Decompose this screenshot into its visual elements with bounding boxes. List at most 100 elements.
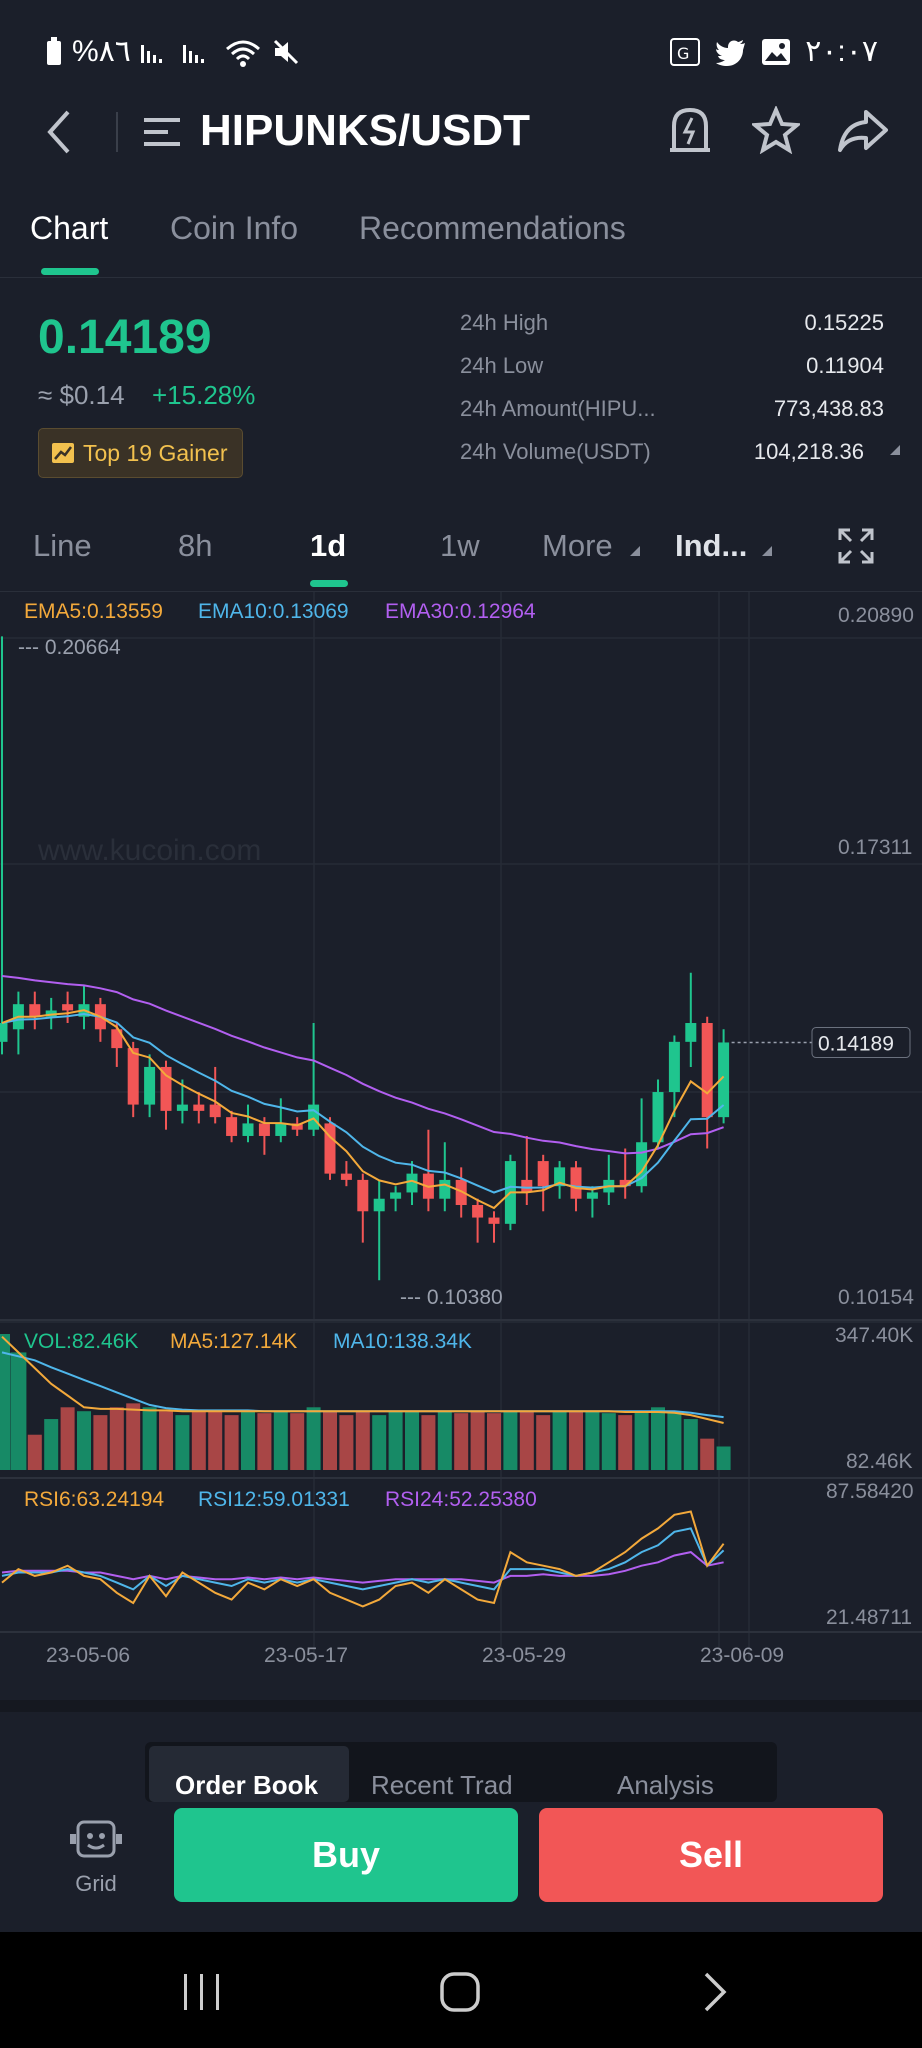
candle-body [488, 1217, 500, 1224]
timeframe-8h[interactable]: 8h [178, 528, 213, 563]
buy-button[interactable]: Buy [174, 1808, 518, 1902]
menu-icon[interactable] [142, 112, 182, 152]
volume-toggle-icon[interactable] [888, 443, 902, 457]
candle-body [127, 1048, 139, 1105]
timeframe-bar: Line 8h 1d 1w More Ind... [0, 512, 922, 592]
candle-body [406, 1173, 418, 1193]
price-alert-icon[interactable] [666, 104, 714, 156]
volume-bar [339, 1415, 354, 1470]
tab-recommendations[interactable]: Recommendations [359, 210, 626, 246]
current-price-tag [811, 1027, 911, 1059]
volume-bar [10, 1352, 27, 1470]
volume-bar [159, 1411, 173, 1470]
volume-bar [437, 1411, 452, 1470]
indicators-button[interactable]: Ind... [675, 528, 748, 563]
back-nav-icon[interactable] [700, 1972, 730, 2012]
volume-bar [126, 1403, 141, 1470]
volume-bar [536, 1415, 551, 1470]
ema10-line [1, 1012, 725, 1194]
candle-body [586, 1192, 598, 1199]
grid-button[interactable]: Grid [60, 1818, 132, 1898]
candle-body [685, 1023, 697, 1042]
volume-bar [487, 1413, 501, 1470]
stat-label-low: 24h Low [460, 353, 544, 378]
home-icon[interactable] [438, 1970, 482, 2014]
tab-active-indicator [41, 268, 99, 275]
volume-bar [257, 1413, 272, 1470]
candle-body [308, 1104, 320, 1130]
rsi6-label: RSI6:63.24194 [24, 1488, 164, 1511]
candle-body [0, 1023, 8, 1042]
volume-bar [224, 1415, 239, 1470]
tab-recent-trades[interactable]: Recent Trad [371, 1770, 513, 1800]
date-axis-label: 23-06-09 [700, 1644, 784, 1667]
mute-icon [273, 39, 298, 64]
candle-body [570, 1167, 582, 1199]
candle-body [357, 1179, 369, 1212]
battery-percent: %٨٦ [72, 35, 131, 68]
vol-axis-max: 347.40K [835, 1324, 913, 1347]
candle-body [718, 1042, 730, 1118]
tab-analysis[interactable]: Analysis [617, 1770, 714, 1800]
volume-bar [323, 1411, 337, 1470]
candle-body [242, 1123, 254, 1136]
gainer-badge[interactable]: Top 19 Gainer [38, 428, 243, 478]
candle-body [373, 1198, 385, 1212]
volume-bar [142, 1407, 157, 1470]
system-nav-bar [0, 1932, 922, 2048]
share-icon[interactable] [836, 106, 890, 154]
candle-body [619, 1179, 631, 1187]
tab-chart[interactable]: Chart [30, 210, 109, 246]
timeframe-1w[interactable]: 1w [440, 528, 480, 563]
app-header: HIPUNKS/USDT [0, 102, 922, 208]
tab-coin-info[interactable]: Coin Info [170, 210, 299, 246]
candle-body [144, 1066, 156, 1105]
vol-ma5-line [1, 1335, 724, 1424]
volume-bar [0, 1334, 10, 1470]
low-mark-label: --- 0.10380 [400, 1286, 503, 1309]
rsi12-line [1, 1527, 725, 1591]
candle-body [340, 1173, 352, 1180]
ema30-line [1, 975, 724, 1155]
timeframe-1d[interactable]: 1d [310, 528, 347, 563]
clock: ٢٠:٠٧ [805, 35, 878, 68]
svg-text:G: G [677, 44, 689, 63]
ema5-label: EMA5:0.13559 [24, 600, 163, 623]
more-caret-icon [630, 546, 640, 556]
recent-apps-icon[interactable] [180, 1972, 224, 2012]
timeframe-line[interactable]: Line [33, 528, 92, 563]
favorite-star-icon[interactable] [752, 106, 800, 154]
gainer-badge-label: Top 19 Gainer [83, 439, 228, 466]
volume-bar [109, 1407, 124, 1470]
volume-bar [601, 1413, 616, 1470]
main-tabs: Chart Coin Info Recommendations [0, 206, 922, 278]
fullscreen-icon[interactable] [836, 526, 876, 566]
vol-axis-current: 82.46K [846, 1450, 913, 1473]
candle-body [521, 1179, 533, 1193]
volume-bar [618, 1415, 633, 1470]
candle-body [275, 1123, 287, 1136]
sell-button[interactable]: Sell [539, 1808, 883, 1902]
rsi-axis-max: 87.58420 [826, 1480, 914, 1503]
status-left: %٨٦ [44, 34, 301, 69]
volume-bar [306, 1407, 321, 1470]
pair-title[interactable]: HIPUNKS/USDT [200, 106, 531, 155]
volume-bar [372, 1415, 387, 1470]
header-divider [116, 112, 118, 152]
timeframe-more[interactable]: More [542, 528, 613, 563]
back-icon[interactable] [44, 108, 74, 156]
candle-body [193, 1104, 205, 1111]
rsi-axis-min: 21.48711 [826, 1606, 912, 1629]
price-change: +15.28% [152, 380, 256, 410]
candle-body [652, 1092, 664, 1143]
kline-chart[interactable]: www.kucoin.com 0.14189 EMA5:0.13559 EMA10:… [0, 592, 922, 1700]
rsi6-line [1, 1510, 725, 1608]
tab-order-book[interactable]: Order Book [175, 1770, 319, 1800]
status-right: G ٢٠:٠٧ [669, 34, 878, 69]
volume-bar [27, 1434, 42, 1470]
candle-body [324, 1123, 336, 1174]
volume-bar [421, 1415, 436, 1470]
stat-value-low: 0.11904 [806, 353, 884, 378]
stat-label-amount: 24h Amount(HIPU... [460, 396, 656, 421]
volume-bar [503, 1411, 518, 1470]
